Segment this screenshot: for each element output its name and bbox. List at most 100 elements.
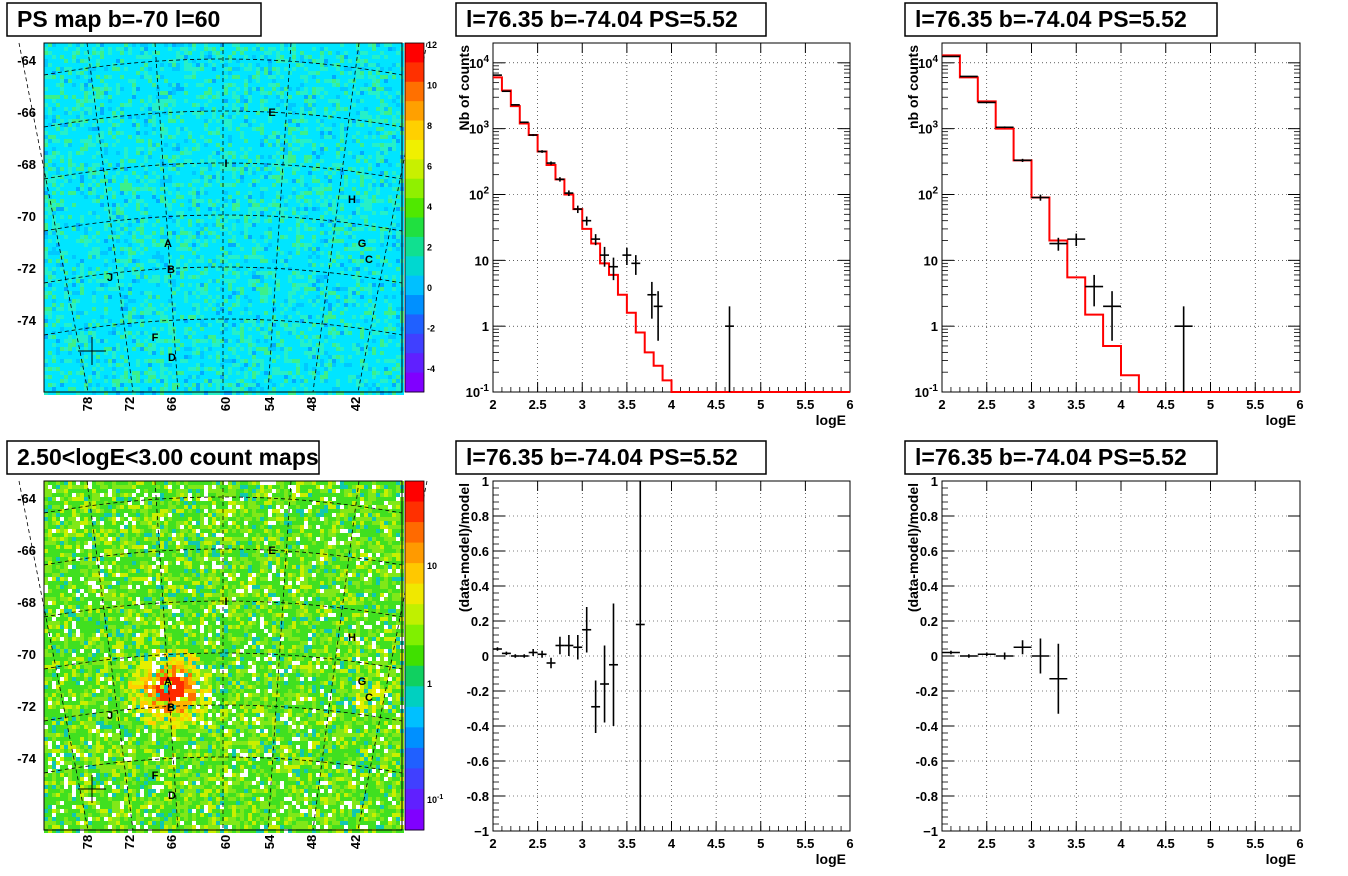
map-pixel: [216, 163, 220, 167]
map-pixel: [124, 187, 128, 191]
map-pixel: [392, 139, 396, 143]
map-pixel: [380, 163, 384, 167]
map-pixel: [88, 119, 92, 123]
map-pixel: [52, 55, 56, 59]
map-pixel: [236, 243, 240, 247]
map-pixel: [112, 143, 116, 147]
map-pixel: [252, 167, 256, 171]
map-pixel: [64, 147, 68, 151]
map-pixel: [208, 203, 212, 207]
map-pixel: [336, 75, 340, 79]
map-pixel: [208, 67, 212, 71]
map-pixel: [88, 191, 92, 195]
map-pixel: [188, 47, 192, 51]
map-pixel: [256, 43, 260, 47]
map-pixel: [392, 183, 396, 187]
map-pixel: [172, 247, 176, 251]
map-pixel: [128, 111, 132, 115]
map-pixel: [368, 71, 372, 75]
map-pixel: [208, 71, 212, 75]
map-pixel: [108, 51, 112, 55]
map-pixel: [224, 127, 228, 131]
map-pixel: [252, 127, 256, 131]
map-pixel: [84, 151, 88, 155]
map-pixel: [316, 163, 320, 167]
map-pixel: [236, 83, 240, 87]
map-pixel: [180, 211, 184, 215]
map-pixel: [328, 227, 332, 231]
map-pixel: [76, 171, 80, 175]
map-pixel: [176, 203, 180, 207]
map-pixel: [296, 147, 300, 151]
map-pixel: [276, 219, 280, 223]
map-pixel: [68, 107, 72, 111]
map-pixel: [272, 47, 276, 51]
map-pixel: [100, 123, 104, 127]
map-pixel: [180, 251, 184, 255]
map-pixel: [116, 63, 120, 67]
map-pixel: [240, 223, 244, 227]
map-pixel: [140, 151, 144, 155]
map-pixel: [300, 123, 304, 127]
map-pixel: [392, 191, 396, 195]
map-pixel: [308, 59, 312, 63]
map-pixel: [364, 163, 368, 167]
map-pixel: [208, 175, 212, 179]
map-pixel: [236, 159, 240, 163]
map-pixel: [96, 247, 100, 251]
map-pixel: [388, 143, 392, 147]
map-pixel: [72, 171, 76, 175]
map-pixel: [132, 171, 136, 175]
map-pixel: [228, 87, 232, 91]
map-pixel: [396, 47, 400, 51]
map-pixel: [332, 259, 336, 263]
map-pixel: [312, 51, 316, 55]
map-pixel: [116, 163, 120, 167]
map-pixel: [44, 227, 48, 231]
map-pixel: [368, 199, 372, 203]
map-pixel: [388, 63, 392, 67]
map-pixel: [180, 103, 184, 107]
map-pixel: [384, 167, 388, 171]
map-pixel: [332, 223, 336, 227]
map-pixel: [356, 99, 360, 103]
map-pixel: [120, 123, 124, 127]
map-pixel: [64, 187, 68, 191]
map-pixel: [104, 191, 108, 195]
map-pixel: [264, 171, 268, 175]
map-pixel: [240, 183, 244, 187]
map-pixel: [168, 219, 172, 223]
map-pixel: [176, 247, 180, 251]
map-pixel: [148, 83, 152, 87]
map-pixel: [392, 243, 396, 247]
map-pixel: [392, 163, 396, 167]
map-pixel: [140, 135, 144, 139]
map-pixel: [100, 103, 104, 107]
map-pixel: [196, 135, 200, 139]
map-pixel: [208, 179, 212, 183]
map-pixel: [164, 223, 168, 227]
map-pixel: [236, 75, 240, 79]
map-pixel: [388, 95, 392, 99]
map-pixel: [224, 255, 228, 259]
map-pixel: [152, 255, 156, 259]
map-pixel: [144, 75, 148, 79]
map-pixel: [384, 127, 388, 131]
map-pixel: [248, 175, 252, 179]
map-pixel: [108, 103, 112, 107]
map-pixel: [316, 215, 320, 219]
map-pixel: [272, 203, 276, 207]
map-pixel: [344, 247, 348, 251]
map-pixel: [144, 71, 148, 75]
map-pixel: [120, 103, 124, 107]
map-pixel: [64, 87, 68, 91]
map-pixel: [104, 51, 108, 55]
map-pixel: [76, 87, 80, 91]
map-pixel: [224, 47, 228, 51]
map-pixel: [204, 171, 208, 175]
map-pixel: [368, 67, 372, 71]
map-pixel: [316, 187, 320, 191]
map-pixel: [244, 43, 248, 47]
map-pixel: [348, 231, 352, 235]
map-pixel: [188, 219, 192, 223]
